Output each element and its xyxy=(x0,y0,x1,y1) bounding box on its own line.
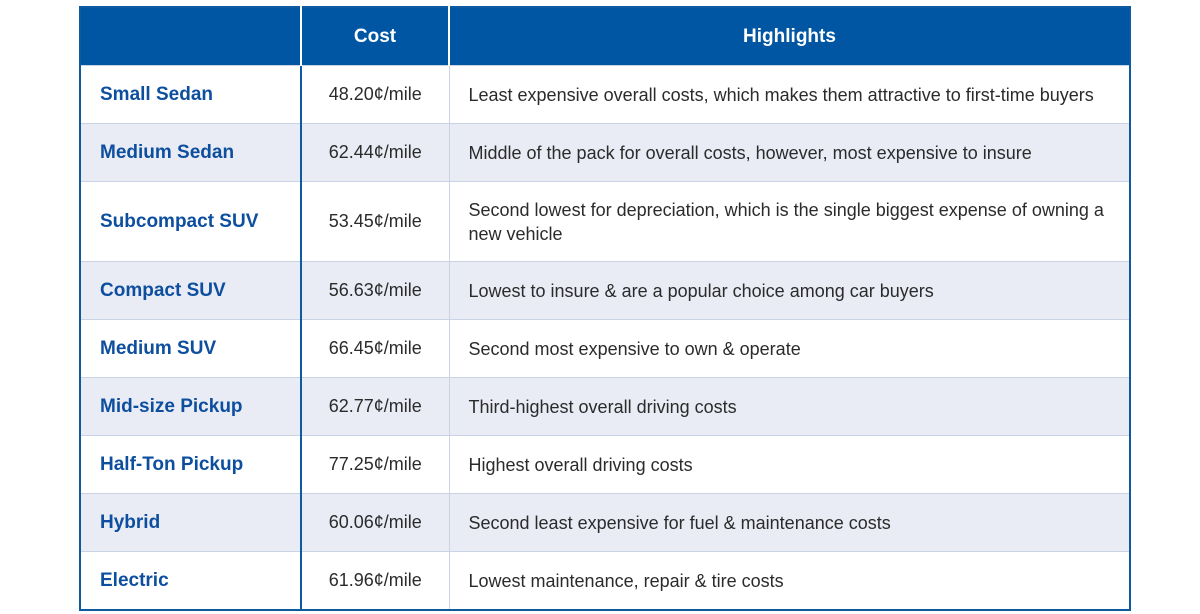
table-row: Subcompact SUV 53.45¢/mile Second lowest… xyxy=(80,181,1130,262)
vehicle-name: Hybrid xyxy=(80,493,302,552)
highlight-text: Highest overall driving costs xyxy=(449,435,1130,494)
header-cost: Cost xyxy=(300,7,449,66)
highlight-text: Second lowest for depreciation, which is… xyxy=(449,181,1130,262)
highlight-text: Lowest maintenance, repair & tire costs xyxy=(449,551,1130,610)
header-highlights: Highlights xyxy=(448,7,1130,66)
highlight-text: Second least expensive for fuel & mainte… xyxy=(449,493,1130,552)
vehicle-name: Subcompact SUV xyxy=(80,181,302,262)
vehicle-cost-table: Cost Highlights Small Sedan 48.20¢/mile … xyxy=(79,6,1131,611)
cost-value: 77.25¢/mile xyxy=(301,435,450,494)
cost-table-container: Cost Highlights Small Sedan 48.20¢/mile … xyxy=(79,6,1131,611)
cost-value: 62.44¢/mile xyxy=(301,123,450,182)
cost-value: 48.20¢/mile xyxy=(301,65,450,124)
vehicle-name: Compact SUV xyxy=(80,261,302,320)
cost-value: 61.96¢/mile xyxy=(301,551,450,610)
table-row: Medium SUV 66.45¢/mile Second most expen… xyxy=(80,319,1130,378)
highlight-text: Middle of the pack for overall costs, ho… xyxy=(449,123,1130,182)
highlight-text: Third-highest overall driving costs xyxy=(449,377,1130,436)
vehicle-name: Mid-size Pickup xyxy=(80,377,302,436)
table-row: Small Sedan 48.20¢/mile Least expensive … xyxy=(80,65,1130,124)
vehicle-name: Medium SUV xyxy=(80,319,302,378)
header-vehicle xyxy=(80,7,301,66)
table-row: Mid-size Pickup 62.77¢/mile Third-highes… xyxy=(80,377,1130,436)
vehicle-name: Half-Ton Pickup xyxy=(80,435,302,494)
table-row: Electric 61.96¢/mile Lowest maintenance,… xyxy=(80,551,1130,610)
vehicle-name: Medium Sedan xyxy=(80,123,302,182)
vehicle-name: Electric xyxy=(80,551,302,610)
cost-value: 62.77¢/mile xyxy=(301,377,450,436)
highlight-text: Least expensive overall costs, which mak… xyxy=(449,65,1130,124)
cost-value: 53.45¢/mile xyxy=(301,181,450,262)
highlight-text: Lowest to insure & are a popular choice … xyxy=(449,261,1130,320)
table-row: Compact SUV 56.63¢/mile Lowest to insure… xyxy=(80,261,1130,320)
cost-value: 66.45¢/mile xyxy=(301,319,450,378)
table-header-row: Cost Highlights xyxy=(80,7,1130,66)
table-row: Half-Ton Pickup 77.25¢/mile Highest over… xyxy=(80,435,1130,494)
table-row: Medium Sedan 62.44¢/mile Middle of the p… xyxy=(80,123,1130,182)
highlight-text: Second most expensive to own & operate xyxy=(449,319,1130,378)
cost-value: 56.63¢/mile xyxy=(301,261,450,320)
cost-value: 60.06¢/mile xyxy=(301,493,450,552)
vehicle-name: Small Sedan xyxy=(80,65,302,124)
table-row: Hybrid 60.06¢/mile Second least expensiv… xyxy=(80,493,1130,552)
